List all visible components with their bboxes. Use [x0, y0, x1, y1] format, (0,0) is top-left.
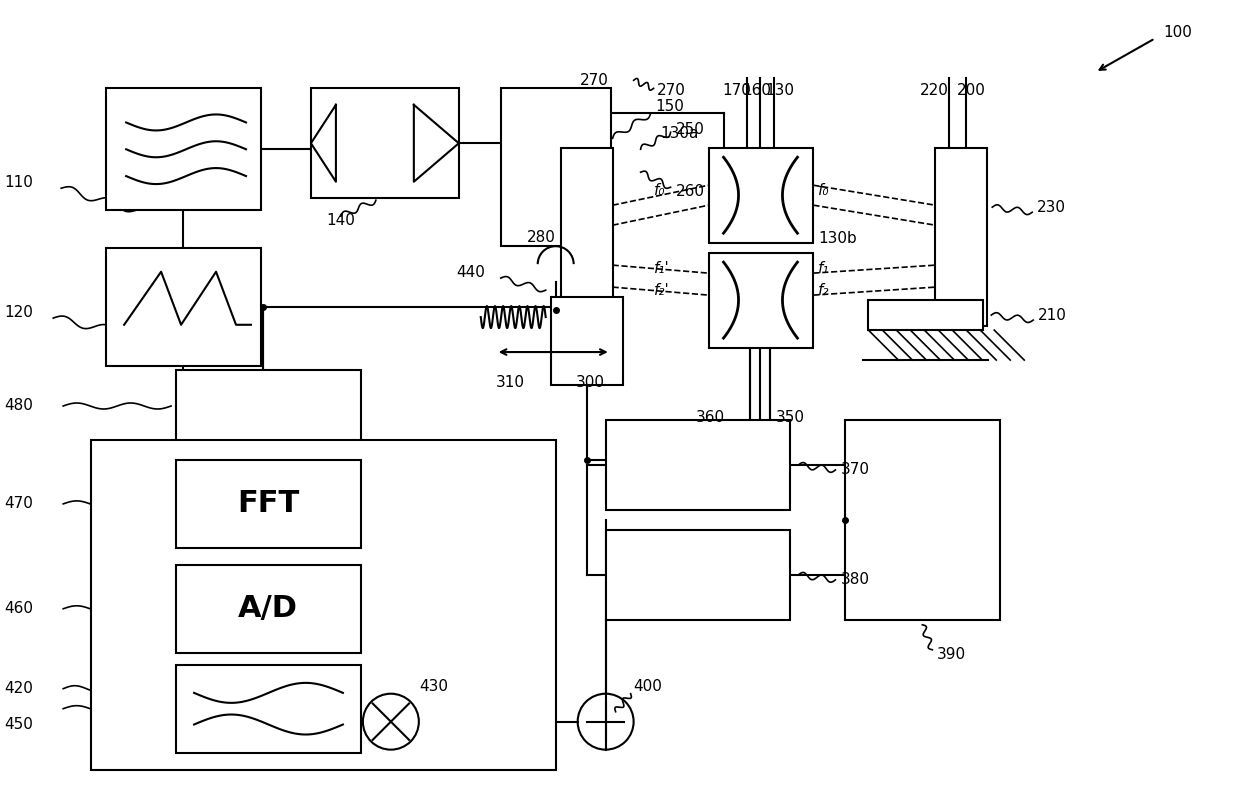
Text: 470: 470: [5, 497, 33, 511]
Text: FFT: FFT: [237, 489, 299, 519]
Text: 370: 370: [841, 463, 869, 477]
Polygon shape: [311, 105, 336, 182]
Text: 270: 270: [657, 83, 686, 98]
FancyBboxPatch shape: [560, 148, 613, 326]
Text: A/D: A/D: [238, 595, 298, 623]
Text: 400: 400: [634, 680, 662, 694]
FancyBboxPatch shape: [176, 565, 361, 653]
Text: 230: 230: [1037, 200, 1066, 214]
Text: 130b: 130b: [818, 231, 857, 246]
Text: 130: 130: [765, 83, 795, 98]
Text: 350: 350: [775, 410, 805, 426]
Text: 260: 260: [676, 184, 704, 199]
Text: 390: 390: [937, 647, 966, 663]
Text: 450: 450: [5, 717, 33, 732]
Text: 200: 200: [957, 83, 986, 98]
FancyBboxPatch shape: [846, 420, 1001, 620]
Text: f₀: f₀: [653, 183, 665, 197]
FancyBboxPatch shape: [708, 253, 813, 348]
FancyBboxPatch shape: [107, 248, 260, 366]
Text: f₂': f₂': [653, 282, 670, 298]
FancyBboxPatch shape: [605, 530, 790, 620]
Text: 280: 280: [527, 230, 556, 244]
Text: 110: 110: [5, 175, 33, 190]
Text: 430: 430: [419, 680, 448, 694]
FancyBboxPatch shape: [176, 665, 361, 752]
FancyBboxPatch shape: [176, 460, 361, 548]
Text: 250: 250: [676, 122, 704, 137]
FancyBboxPatch shape: [708, 148, 813, 244]
Text: 360: 360: [696, 410, 724, 426]
Text: 120: 120: [5, 305, 33, 320]
FancyBboxPatch shape: [311, 88, 459, 198]
Text: 300: 300: [575, 375, 605, 389]
Text: 480: 480: [5, 399, 33, 413]
Text: 140: 140: [326, 213, 355, 227]
FancyBboxPatch shape: [868, 300, 983, 330]
Text: 380: 380: [841, 572, 869, 587]
FancyBboxPatch shape: [935, 148, 987, 326]
FancyBboxPatch shape: [605, 420, 790, 510]
FancyBboxPatch shape: [107, 88, 260, 210]
FancyBboxPatch shape: [92, 440, 556, 769]
Text: 310: 310: [496, 375, 525, 389]
FancyBboxPatch shape: [501, 88, 610, 246]
Text: f₂: f₂: [818, 282, 830, 298]
FancyBboxPatch shape: [176, 370, 361, 442]
Text: 100: 100: [1163, 25, 1192, 40]
Text: 440: 440: [456, 265, 485, 280]
FancyBboxPatch shape: [551, 297, 622, 385]
Text: 210: 210: [1038, 307, 1068, 323]
Text: f₀: f₀: [818, 183, 830, 197]
Text: 170: 170: [723, 83, 751, 98]
Text: 270: 270: [580, 73, 609, 88]
Text: f₁: f₁: [818, 260, 830, 276]
Text: 160: 160: [743, 83, 771, 98]
Polygon shape: [414, 105, 459, 182]
Text: 130a: 130a: [661, 125, 699, 141]
Text: f₁': f₁': [653, 260, 670, 276]
Text: 420: 420: [5, 681, 33, 697]
Text: 460: 460: [4, 601, 33, 616]
Text: 150: 150: [656, 99, 684, 114]
Text: 220: 220: [920, 83, 949, 98]
